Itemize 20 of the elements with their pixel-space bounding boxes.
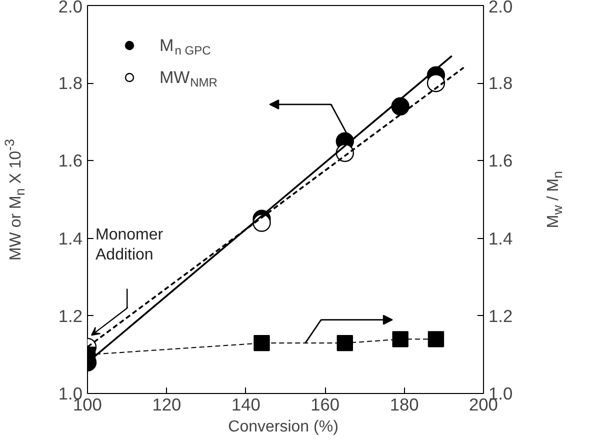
x-tick-label: 160 [310,394,340,414]
point [336,334,353,352]
x-tick-label: 140 [231,394,260,414]
point [392,331,408,348]
y2-tick-label: 2.0 [488,0,513,16]
y2-tick-label: 1.6 [488,150,513,171]
y-tick-label: 1.2 [58,306,83,326]
x-axis-title: Conversion (%) [228,418,338,436]
y-tick-label: 1.6 [58,150,83,171]
x-tick-label: 120 [152,394,182,414]
point [426,74,446,92]
y-tick-label: 1.8 [58,73,83,94]
y2-tick-label: 1.8 [488,73,513,94]
point [428,331,444,348]
annotation: Monomer Addition [96,226,164,264]
y-tick-label: 2.0 [58,0,83,16]
y2-tick-label: 1.4 [488,228,513,248]
y-tick-label: 1.4 [58,228,83,248]
x-tick-label: 180 [390,394,419,414]
y2-tick-label: 1.2 [488,306,513,326]
